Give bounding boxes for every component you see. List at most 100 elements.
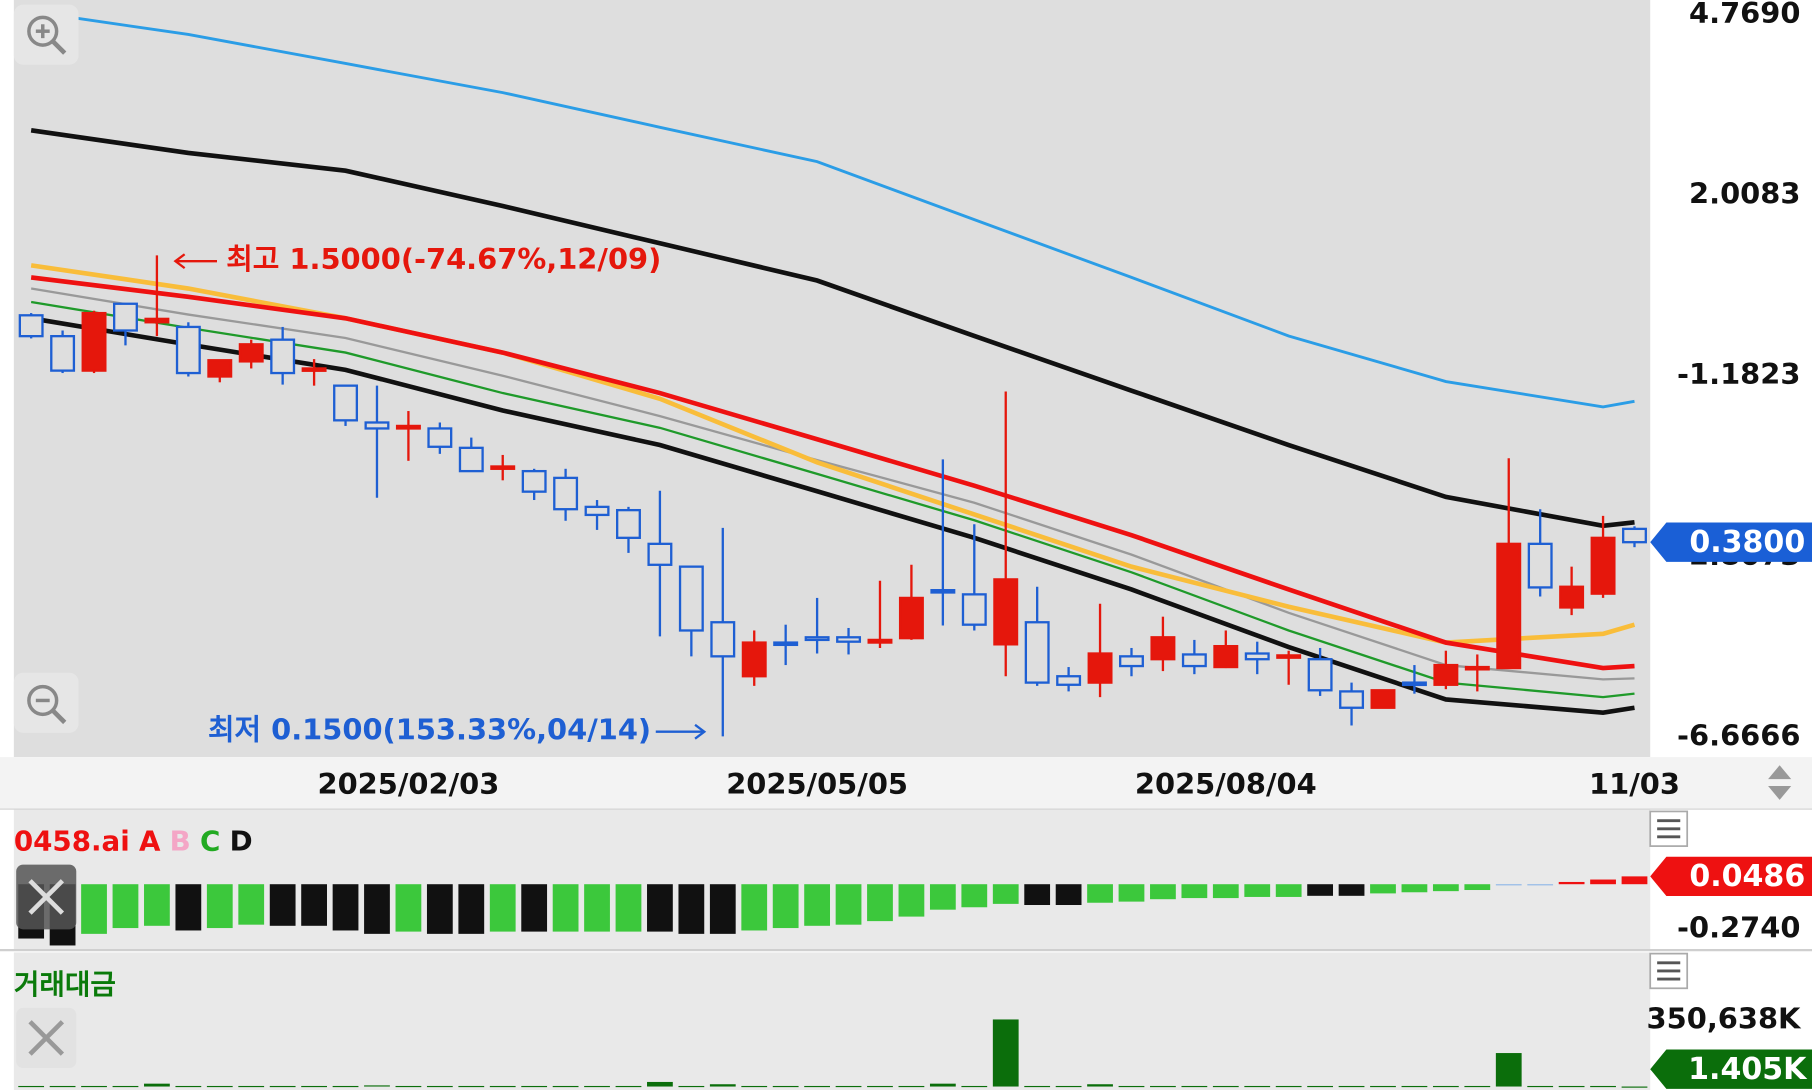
oscillator-menu-button[interactable] <box>1649 810 1689 847</box>
bar <box>992 884 1019 904</box>
candle-body <box>427 427 453 448</box>
bar <box>1432 884 1459 892</box>
bar <box>898 884 925 917</box>
bar <box>1338 884 1365 896</box>
candle-body <box>1244 652 1270 661</box>
bar <box>1181 1085 1208 1088</box>
bar <box>1275 1085 1302 1088</box>
bar <box>1432 1085 1459 1088</box>
candle-body <box>1496 542 1522 670</box>
bar <box>1370 1085 1396 1088</box>
zoom-out-button[interactable] <box>13 672 79 733</box>
close-volume-button[interactable] <box>16 1007 77 1069</box>
candle-body <box>1276 654 1302 659</box>
bar <box>206 884 233 929</box>
bar <box>1150 884 1176 900</box>
bar <box>647 884 673 932</box>
bar <box>18 1085 45 1088</box>
indicator-line <box>30 275 1635 671</box>
bar <box>489 1085 516 1088</box>
bar <box>269 884 296 926</box>
bar <box>835 884 862 925</box>
close-oscillator-button[interactable] <box>16 864 77 930</box>
bar <box>426 884 453 934</box>
bar <box>458 1085 485 1088</box>
bar <box>1590 1085 1616 1088</box>
bar <box>552 1085 579 1088</box>
bar <box>1370 884 1396 894</box>
candle-body <box>18 314 44 338</box>
bar <box>1118 884 1145 902</box>
candle-body <box>710 621 736 658</box>
candle-body <box>1119 655 1144 668</box>
bar <box>709 1084 736 1087</box>
candle-body <box>1464 665 1490 671</box>
y-tick-label: 4.7690 <box>1689 0 1800 30</box>
bar <box>1495 1053 1522 1087</box>
bar <box>238 884 265 925</box>
bar <box>81 884 107 934</box>
bar <box>961 1085 988 1088</box>
bar <box>678 884 705 934</box>
bar <box>49 1085 76 1088</box>
bar <box>1558 881 1585 885</box>
bar <box>1055 884 1082 906</box>
bar <box>1087 1084 1113 1087</box>
zoom-in-button[interactable] <box>13 4 79 65</box>
x-tick-label: 2025/02/03 <box>318 767 500 801</box>
bar <box>552 884 579 932</box>
candle-body <box>647 542 673 566</box>
bar <box>772 884 799 929</box>
bar <box>1244 884 1271 897</box>
y-tick-label: 2.0083 <box>1689 177 1800 211</box>
bar <box>1464 1085 1491 1088</box>
bar <box>584 1085 610 1088</box>
candle-body <box>1307 658 1333 692</box>
volume-menu-button[interactable] <box>1649 952 1689 990</box>
bar <box>395 1085 422 1088</box>
candle-body <box>490 465 516 470</box>
bar <box>1055 1085 1082 1088</box>
y-tick-label: -6.6666 <box>1677 718 1800 752</box>
candle-body <box>270 338 296 375</box>
indicator-line <box>30 300 1635 699</box>
candle-body <box>773 641 799 647</box>
candle-body <box>898 596 924 640</box>
candle-body <box>553 476 579 511</box>
candle-body <box>521 469 547 493</box>
candle-body <box>207 359 233 378</box>
candle-body <box>1213 644 1239 669</box>
bar <box>395 884 422 932</box>
bar <box>835 1085 862 1088</box>
candle-body <box>867 638 893 644</box>
bar <box>1590 879 1616 885</box>
bar <box>238 1085 265 1088</box>
candle-body <box>961 593 987 626</box>
last-value-badge <box>1650 522 1812 562</box>
candle-body <box>50 335 76 372</box>
annotation-high: 최고 1.5000(-74.67%,12/09) <box>226 242 661 276</box>
bar <box>206 1085 233 1088</box>
candle-body <box>112 302 138 332</box>
annotation-arrow-head <box>694 723 707 740</box>
bar <box>521 884 548 932</box>
last-value-badge <box>1650 856 1812 897</box>
candle-body <box>144 317 170 324</box>
marks <box>18 10 1648 1088</box>
candle-body <box>1339 690 1365 709</box>
candle-body <box>1527 542 1553 589</box>
candle-body <box>930 589 956 594</box>
bar <box>1307 884 1334 896</box>
badges: 0.3800 0.0486 1.405K <box>1650 522 1812 1089</box>
bar <box>867 884 893 922</box>
bar <box>301 1085 327 1088</box>
candle-body <box>1181 653 1207 668</box>
bar <box>269 1085 296 1088</box>
scroll-arrows[interactable] <box>1756 759 1808 808</box>
last-value-label: 0.3800 <box>1689 525 1805 560</box>
candle-body <box>1087 652 1113 684</box>
bar <box>1527 884 1554 886</box>
bar <box>1401 884 1428 893</box>
bar <box>458 884 485 934</box>
